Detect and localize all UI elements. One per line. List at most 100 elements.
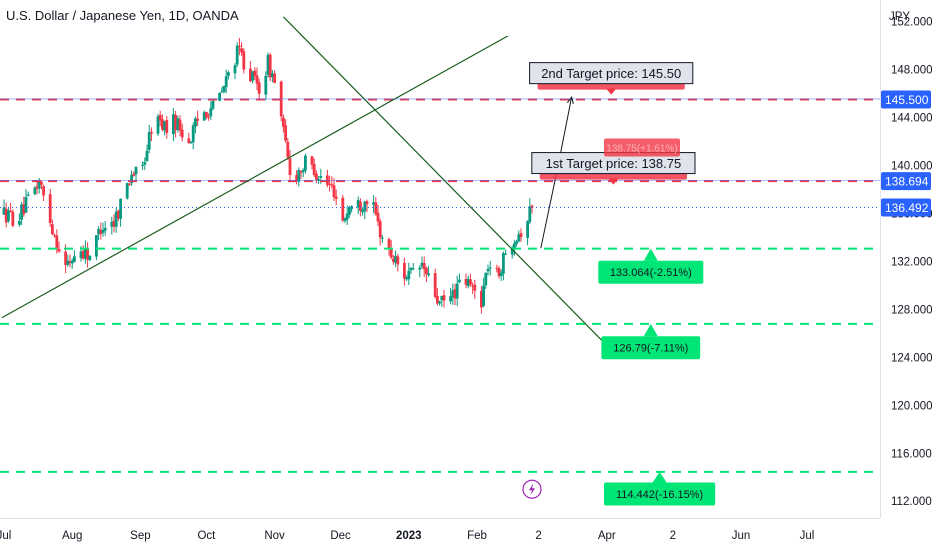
candle xyxy=(257,78,261,100)
x-tick-label: Dec xyxy=(330,530,351,542)
support-label-1: 133.064(-2.51%) xyxy=(598,248,704,284)
ascending-trendline xyxy=(1,35,509,319)
support-label-3: 114.442(-16.15%) xyxy=(604,471,716,506)
candle xyxy=(51,219,54,236)
candle xyxy=(515,239,518,247)
candle xyxy=(299,170,303,179)
candle xyxy=(425,266,428,282)
candle xyxy=(20,201,23,226)
candle xyxy=(147,124,151,154)
x-tick-label: 2023 xyxy=(396,530,422,542)
candle xyxy=(297,167,301,187)
candle xyxy=(18,213,21,227)
candle xyxy=(11,209,15,228)
candle xyxy=(224,69,228,94)
candle xyxy=(310,156,314,170)
candle xyxy=(253,67,257,80)
candle xyxy=(519,228,523,242)
candle xyxy=(134,166,138,181)
candle xyxy=(268,53,272,82)
x-tick-label: Feb xyxy=(467,530,487,542)
candle xyxy=(348,205,351,218)
candle xyxy=(312,158,316,177)
candle xyxy=(141,161,144,171)
candle xyxy=(117,209,120,221)
support-label-2-text: 126.79(-7.11%) xyxy=(613,343,688,355)
candle xyxy=(341,194,345,223)
candle xyxy=(84,240,87,264)
candle xyxy=(119,198,122,227)
candle xyxy=(218,92,221,102)
candle xyxy=(495,264,499,273)
candle xyxy=(255,67,259,91)
candle xyxy=(411,262,415,271)
candle xyxy=(451,283,455,306)
y-tick-label: 152.000 xyxy=(891,17,932,29)
candle xyxy=(222,85,226,94)
candle xyxy=(436,288,439,306)
candle xyxy=(242,48,246,74)
candle xyxy=(407,262,411,285)
candle xyxy=(378,218,382,246)
candle xyxy=(286,138,290,160)
candle xyxy=(174,110,177,138)
y-tick-label: 132.000 xyxy=(891,256,932,268)
candle xyxy=(389,240,393,260)
candle xyxy=(172,108,175,142)
lightning-icon xyxy=(522,479,542,499)
candle xyxy=(328,175,331,192)
candle xyxy=(101,222,105,237)
x-tick-label: Jul xyxy=(800,530,815,542)
candle xyxy=(330,176,334,189)
candle xyxy=(273,70,276,84)
candle xyxy=(526,220,529,246)
x-tick-label: Jun xyxy=(732,530,751,542)
candle xyxy=(88,255,92,262)
candle xyxy=(145,144,149,162)
candle xyxy=(440,295,444,307)
chart-title: U.S. Dollar / Japanese Yen, 1D, OANDA xyxy=(6,8,239,23)
candle xyxy=(449,287,452,305)
candle xyxy=(442,289,446,308)
candle xyxy=(438,300,441,306)
candle xyxy=(510,245,514,259)
candle xyxy=(73,250,76,263)
first-target-label-text: 1st Target price: 138.75 xyxy=(546,156,682,171)
candle xyxy=(469,273,472,287)
candle xyxy=(57,241,61,253)
x-tick-label: Jul xyxy=(0,530,11,542)
candle xyxy=(150,127,153,142)
candle xyxy=(191,122,195,150)
y-tick-label: 144.000 xyxy=(891,113,932,125)
candle xyxy=(334,189,338,206)
candle xyxy=(499,269,503,281)
candle xyxy=(24,189,28,214)
candle xyxy=(288,150,292,183)
candle xyxy=(332,178,336,202)
candle xyxy=(374,197,378,216)
candle xyxy=(433,268,437,299)
candle xyxy=(403,257,406,286)
candle xyxy=(464,273,468,289)
candle xyxy=(227,70,230,80)
candle xyxy=(361,207,364,216)
candle xyxy=(497,265,501,279)
candle xyxy=(343,217,347,224)
hidden-red-label: 138.75(+1.61%) xyxy=(604,138,680,157)
candle xyxy=(249,61,252,83)
x-tick-label: 2 xyxy=(670,530,676,542)
candle xyxy=(466,275,470,289)
candle xyxy=(502,251,505,281)
candle xyxy=(458,273,461,284)
currency-label: JPY xyxy=(889,11,910,23)
candle xyxy=(387,237,391,256)
candle xyxy=(376,204,380,226)
candle xyxy=(42,184,45,202)
y-tick-label: 148.000 xyxy=(891,65,932,77)
candle xyxy=(301,168,305,178)
candle xyxy=(284,119,287,143)
candle xyxy=(365,199,369,213)
candle xyxy=(356,196,360,215)
resistance-2-axis-label: 145.500 xyxy=(881,90,931,109)
